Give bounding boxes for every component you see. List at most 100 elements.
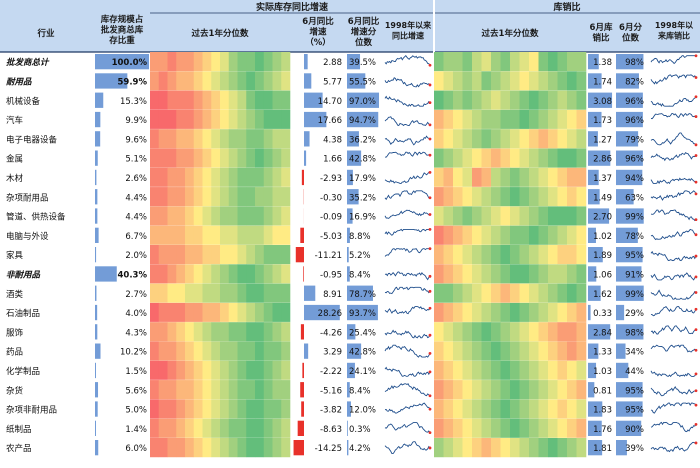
heatmap-inventory-cell xyxy=(158,302,168,323)
heatmap-inventory-cell xyxy=(202,360,212,381)
heatmap-ratio-cell xyxy=(538,206,549,226)
heatmap-inventory-cell xyxy=(272,438,282,458)
heatmap-inventory-cell xyxy=(176,225,186,246)
heatmap-ratio-cell xyxy=(453,148,463,169)
heatmap-ratio-cell xyxy=(481,90,492,111)
heatmap-ratio-cell xyxy=(453,399,463,419)
heatmap-inventory-cell xyxy=(211,438,221,458)
heatmap-ratio-cell xyxy=(519,399,530,419)
sparkline-inventory-last-point xyxy=(428,83,432,87)
ratio-percentile-databar xyxy=(616,266,642,282)
ratio-percentile-value: 94% xyxy=(625,174,644,184)
ratio-databar xyxy=(588,131,598,147)
sparkline-inventory-last-point xyxy=(428,407,432,411)
heatmap-ratio-cell xyxy=(557,418,568,439)
header-yoy-percentile-line1: 增速分 xyxy=(351,27,377,38)
heatmap-inventory-cell xyxy=(167,418,177,439)
heatmap-ratio-cell xyxy=(481,225,492,246)
heatmap-inventory-cell xyxy=(237,206,247,226)
heatmap-inventory-cell xyxy=(237,52,247,72)
heatmap-inventory-cell xyxy=(220,283,230,304)
heatmap-ratio-cell xyxy=(576,322,587,342)
heatmap-inventory-cell xyxy=(255,109,265,130)
yoy-percentile-value: 0.3% xyxy=(349,425,371,435)
heatmap-ratio-cell xyxy=(548,264,558,284)
heatmap-inventory-cell xyxy=(193,148,203,169)
sparkline-inventory xyxy=(384,286,431,295)
heatmap-inventory-cell xyxy=(246,399,256,419)
heatmap-ratio-cell xyxy=(538,187,549,207)
heatmap-inventory-cell xyxy=(158,187,168,207)
yoy-databar-negative xyxy=(302,362,304,379)
heatmap-ratio-cell xyxy=(529,167,539,188)
sparkline-ratio-last-point xyxy=(694,348,698,352)
heatmap-ratio-cell xyxy=(576,129,587,149)
heatmap-ratio-cell xyxy=(576,71,587,91)
ratio-databar xyxy=(588,73,602,89)
heatmap-inventory-cell xyxy=(281,438,291,458)
heatmap-inventory-cell xyxy=(158,90,168,111)
sparkline-inventory xyxy=(384,190,431,201)
heatmap-inventory-cell xyxy=(272,167,282,188)
heatmap-ratio-cell xyxy=(453,341,463,362)
heatmap-inventory-cell xyxy=(202,283,212,304)
sparkline-inventory xyxy=(384,271,431,281)
heatmap-ratio-cell xyxy=(472,52,482,72)
heatmap-ratio-cell xyxy=(548,302,558,323)
heatmap-inventory-cell xyxy=(185,109,195,130)
weight-value: 1.5% xyxy=(125,367,147,377)
heatmap-ratio-cell xyxy=(519,264,530,284)
heatmap-ratio-cell xyxy=(557,302,568,323)
sparkline-inventory xyxy=(384,402,431,414)
heatmap-ratio-cell xyxy=(529,129,539,149)
industry-label: 药品 xyxy=(6,347,23,358)
heatmap-ratio-cell xyxy=(443,302,454,323)
ratio-databar xyxy=(588,401,603,417)
ratio-percentile-databar xyxy=(616,324,644,340)
heatmap-inventory-cell xyxy=(255,380,265,400)
yoy-databar xyxy=(304,111,327,128)
heatmap-inventory-cell xyxy=(237,148,247,169)
heatmap-ratio-cell xyxy=(462,187,473,207)
sparkline-inventory-last-point xyxy=(428,153,432,157)
heatmap-inventory-cell xyxy=(185,90,195,111)
heatmap-ratio-cell xyxy=(491,90,501,111)
heatmap-ratio-cell xyxy=(453,283,463,304)
weight-databar xyxy=(95,266,117,282)
heatmap-inventory-cell xyxy=(202,90,212,111)
heatmap-inventory-cell xyxy=(246,264,256,284)
heatmap-ratio-cell xyxy=(576,167,587,188)
weight-value: 4.0% xyxy=(125,309,147,319)
ratio-value: 1.49 xyxy=(593,193,612,203)
heatmap-ratio-cell xyxy=(443,283,454,304)
heatmap-ratio-cell xyxy=(434,418,444,439)
heatmap-inventory-cell xyxy=(158,129,168,149)
yoy-databar xyxy=(304,343,309,359)
industry-label: 金属 xyxy=(6,154,23,165)
heatmap-ratio-cell xyxy=(481,52,492,72)
heatmap-inventory-cell xyxy=(228,206,238,226)
heatmap-ratio-cell xyxy=(548,129,558,149)
industry-label: 批发商总计 xyxy=(6,57,50,68)
heatmap-ratio-cell xyxy=(510,225,520,246)
heatmap-inventory-cell xyxy=(211,399,221,419)
heatmap-ratio-cell xyxy=(462,71,473,91)
heatmap-inventory-cell xyxy=(263,90,273,111)
heatmap-ratio-cell xyxy=(557,283,568,304)
heatmap-ratio-cell xyxy=(453,360,463,381)
heatmap-ratio-cell xyxy=(443,341,454,362)
heatmap-inventory-cell xyxy=(202,206,212,226)
sparkline-ratio-last-point xyxy=(694,441,698,445)
ratio-percentile-value: 95% xyxy=(625,386,644,396)
header-ratio-percentile-line1: 位数 xyxy=(622,33,640,44)
heatmap-inventory-cell xyxy=(158,206,168,226)
heatmap-inventory-cell xyxy=(158,52,168,72)
sparkline-ratio-last-point xyxy=(694,422,698,426)
heatmap-inventory-cell xyxy=(255,283,265,304)
heatmap-ratio-cell xyxy=(510,129,520,149)
ratio-databar xyxy=(588,208,610,224)
heatmap-ratio-cell xyxy=(462,225,473,246)
heatmap-ratio-cell xyxy=(576,187,587,207)
heatmap-ratio-cell xyxy=(500,283,511,304)
heatmap-ratio-cell xyxy=(443,438,454,458)
